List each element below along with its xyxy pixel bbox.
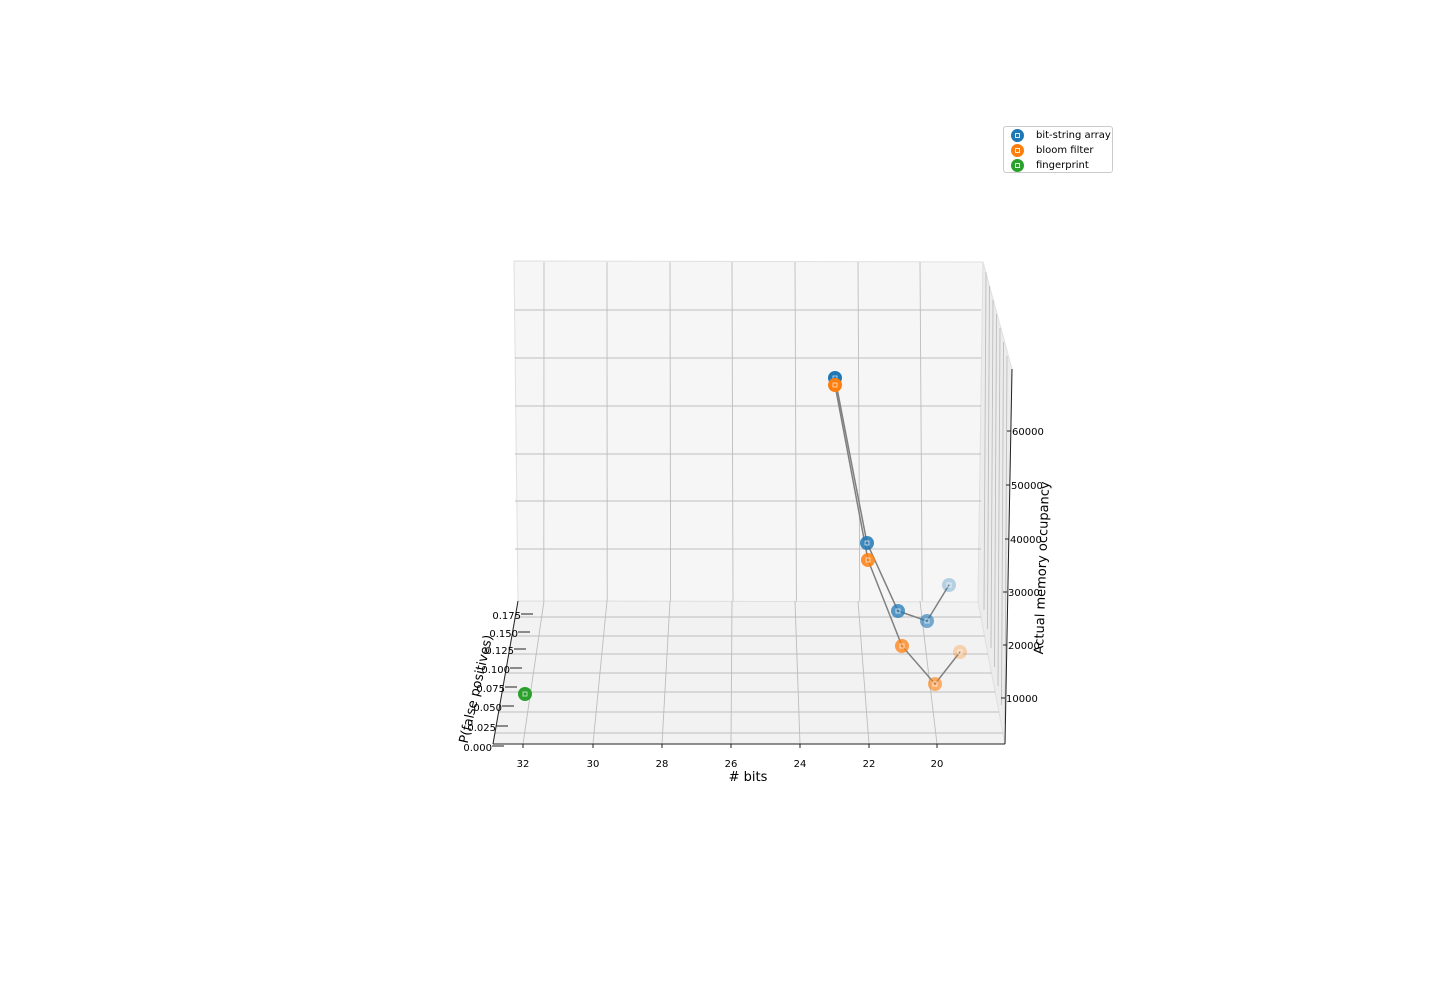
y-tick-label: 0.025 <box>467 723 496 734</box>
grid-line <box>997 327 1001 687</box>
legend-item: bloom filter <box>1010 143 1112 158</box>
grid-line <box>983 271 987 611</box>
grid-line <box>990 299 994 649</box>
data-point <box>891 604 905 618</box>
data-point-marker <box>865 557 871 563</box>
z-tick-label: 50000 <box>1011 481 1043 492</box>
x-tick-label: 32 <box>517 759 530 770</box>
z-tick-label: 10000 <box>1006 694 1038 705</box>
grid-line <box>522 600 545 745</box>
data-point <box>861 553 875 567</box>
legend-marker-bloom-filter <box>1011 144 1024 157</box>
grid-line <box>730 600 733 745</box>
data-point-marker <box>946 582 952 588</box>
grid-line <box>919 261 923 602</box>
grid-line <box>857 600 870 745</box>
data-point-marker <box>864 540 870 546</box>
y-tick-label: 0.000 <box>463 743 492 754</box>
legend-item: bit-string array <box>1010 128 1112 143</box>
y-tick-label: 0.050 <box>473 703 502 714</box>
grid-line <box>661 600 671 745</box>
x-axis-label: # bits <box>729 770 768 785</box>
grid-line <box>731 261 734 602</box>
z-tick-label: 20000 <box>1008 641 1040 652</box>
data-point-marker <box>932 681 938 687</box>
x-tick-label: 20 <box>931 759 944 770</box>
grid-line <box>1001 341 1004 706</box>
grid-line <box>794 261 797 602</box>
legend: bit-string array bloom filter fingerprin… <box>1003 126 1113 173</box>
y-tick-label: 0.125 <box>485 646 514 657</box>
data-point <box>895 639 909 653</box>
data-point <box>920 614 934 628</box>
back-pane <box>513 260 984 603</box>
data-point <box>518 687 532 701</box>
legend-label: bloom filter <box>1036 145 1094 156</box>
y-tick-label: 0.075 <box>476 684 505 695</box>
grid-line <box>994 313 997 668</box>
z-tick-label: 60000 <box>1012 427 1044 438</box>
y-tick-label: 0.100 <box>481 665 510 676</box>
grid-line <box>857 261 861 602</box>
z-tick-label: 30000 <box>1008 588 1040 599</box>
legend-marker-bit-string-array <box>1011 129 1024 142</box>
grid-line <box>592 600 608 745</box>
z-tick-label: 40000 <box>1010 535 1042 546</box>
data-point-marker <box>832 382 838 388</box>
x-tick-label: 28 <box>656 759 669 770</box>
z-axis-label: Actual memory occupancy <box>1032 481 1053 655</box>
grid-line <box>794 600 801 745</box>
data-point-marker <box>895 608 901 614</box>
grid-line <box>1004 355 1008 725</box>
data-point <box>860 536 874 550</box>
data-point-marker <box>957 649 963 655</box>
legend-item: fingerprint <box>1010 158 1112 173</box>
grid-line <box>987 285 990 630</box>
data-point <box>942 578 956 592</box>
axes-lines <box>492 368 1013 748</box>
data-point-marker <box>899 643 905 649</box>
y-axis-line <box>492 600 519 745</box>
legend-label: fingerprint <box>1036 160 1089 171</box>
y-tick-label: 0.175 <box>492 611 521 622</box>
x-tick-label: 24 <box>794 759 807 770</box>
data-point <box>828 378 842 392</box>
legend-marker-fingerprint <box>1011 159 1024 172</box>
data-point <box>928 677 942 691</box>
data-point-marker <box>924 618 930 624</box>
data-point <box>953 645 967 659</box>
x-tick-label: 26 <box>725 759 738 770</box>
legend-label: bit-string array <box>1036 130 1111 141</box>
data-point-marker <box>522 691 528 697</box>
series-points <box>518 371 967 701</box>
grid-lines <box>494 261 1008 745</box>
y-tick-label: 0.150 <box>489 629 518 640</box>
x-tick-label: 22 <box>863 759 876 770</box>
tick-labels: 32 30 28 26 24 22 20 0.000 0.025 0.050 0.075 0.100 0… <box>463 427 1043 770</box>
x-tick-label: 30 <box>587 759 600 770</box>
grid-line <box>669 261 672 602</box>
